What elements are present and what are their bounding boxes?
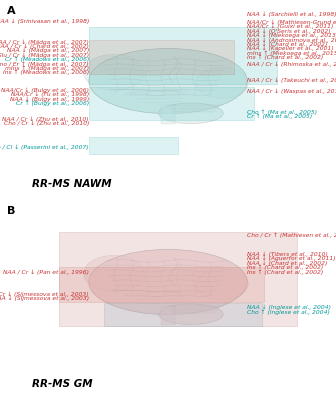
Text: Ins ↑ (Chard et al., 2002): Ins ↑ (Chard et al., 2002): [247, 269, 323, 275]
Text: NAA ↓ (Srinivasan et al., 1998): NAA ↓ (Srinivasan et al., 1998): [0, 18, 89, 24]
Text: Ins ↑ (Meadows et al., 2006): Ins ↑ (Meadows et al., 2006): [3, 70, 89, 76]
Ellipse shape: [84, 54, 144, 90]
Text: Cho ↑ (Inglese et al., 2004): Cho ↑ (Inglese et al., 2004): [247, 309, 330, 315]
Ellipse shape: [159, 304, 223, 324]
Bar: [89, 137, 178, 154]
Text: mIns ↑ (Miekoega et al., 2015): mIns ↑ (Miekoega et al., 2015): [247, 50, 336, 56]
Text: NAA ↓ (Tibers et al., 2010): NAA ↓ (Tibers et al., 2010): [247, 252, 328, 257]
Ellipse shape: [89, 250, 247, 314]
Text: NAA / Cr ↓ (Waspas et al., 2013): NAA / Cr ↓ (Waspas et al., 2013): [247, 89, 336, 94]
Text: NAA ↓ (O'Seris et al., 2002): NAA ↓ (O'Seris et al., 2002): [247, 28, 331, 34]
Text: Cr ↑ (Meadows et al., 2006): Cr ↑ (Meadows et al., 2006): [5, 57, 89, 62]
Text: NAA ↓ (Chard et al., 2002): NAA ↓ (Chard et al., 2002): [247, 42, 327, 47]
Text: NAA / Cr ↓ (Zhu et al., 2010): NAA / Cr ↓ (Zhu et al., 2010): [2, 116, 89, 122]
Polygon shape: [161, 306, 175, 326]
Text: NAA ↓ (Inglese et al., 2004): NAA ↓ (Inglese et al., 2004): [247, 305, 331, 310]
Text: mIno / Er ↑ (Mädga et al., 2007): mIno / Er ↑ (Mädga et al., 2007): [0, 61, 89, 67]
Text: NAA ↓ (Aguerfor et al., 2011): NAA ↓ (Aguerfor et al., 2011): [247, 256, 336, 262]
Text: NAA ↓ (Androsimova et al., 2002): NAA ↓ (Androsimova et al., 2002): [247, 37, 336, 43]
Text: RR-MS NAWM: RR-MS NAWM: [32, 179, 112, 189]
Text: Cr ↑ (Ma et al., 2005): Cr ↑ (Ma et al., 2005): [247, 114, 312, 119]
Ellipse shape: [196, 68, 248, 98]
Text: mIns ↑ (Mädga et al., 2007): mIns ↑ (Mädga et al., 2007): [5, 66, 89, 71]
Text: Ins ↑ (Chard et al., 2002): Ins ↑ (Chard et al., 2002): [247, 265, 323, 270]
Text: NAA ↓ (Bulgy et al., 1999): NAA ↓ (Bulgy et al., 1999): [10, 96, 89, 102]
Text: NAA / Cr ↓ (Rhimoska et al., 2002): NAA / Cr ↓ (Rhimoska et al., 2002): [247, 61, 336, 67]
Bar: [89, 27, 277, 84]
Text: Glu / Cr ↓ (Mädga et al., 2007): Glu / Cr ↓ (Mädga et al., 2007): [0, 52, 89, 58]
Ellipse shape: [196, 268, 248, 299]
Text: NAA/Cr ↓ (Fu et al., 1998): NAA/Cr ↓ (Fu et al., 1998): [11, 92, 89, 98]
Ellipse shape: [159, 103, 223, 124]
Text: NAA/Cr ↓ (Guixi et al., 2011): NAA/Cr ↓ (Guixi et al., 2011): [247, 24, 333, 30]
Text: RR-MS GM: RR-MS GM: [32, 379, 92, 389]
Text: NAA ↓ (Sarchielli et al., 1998): NAA ↓ (Sarchielli et al., 1998): [247, 11, 336, 17]
Text: A: A: [7, 6, 15, 16]
Ellipse shape: [84, 255, 144, 291]
Bar: [89, 87, 254, 120]
Text: Cho ↑ (Ma et al., 2005): Cho ↑ (Ma et al., 2005): [247, 109, 317, 115]
Text: NAA / Cr ↓ (Chard et al., 2002): NAA / Cr ↓ (Chard et al., 2002): [0, 44, 89, 49]
Ellipse shape: [89, 48, 247, 114]
Polygon shape: [161, 105, 175, 124]
Text: NAA/Cr ↓ (Bulgy et al., 2006): NAA/Cr ↓ (Bulgy et al., 2006): [1, 88, 89, 93]
Text: NAA ↓ (Chard et al., 2002): NAA ↓ (Chard et al., 2002): [247, 260, 327, 266]
Bar: [59, 267, 264, 302]
Text: NAA ↓ (Miekoega et al., 2013): NAA ↓ (Miekoega et al., 2013): [247, 33, 336, 38]
Text: NAA/Cr ↓ (Mathiesen-Grund et al., 2009): NAA/Cr ↓ (Mathiesen-Grund et al., 2009): [247, 20, 336, 25]
Text: NAA ↓ (Sijmessova et al., 2003): NAA ↓ (Sijmessova et al., 2003): [0, 296, 89, 302]
Text: Cho / Cr ↓ (Zhu et al., 2010): Cho / Cr ↓ (Zhu et al., 2010): [4, 121, 89, 126]
Text: NAA / Cr ↓ (Mädga et al., 2007): NAA / Cr ↓ (Mädga et al., 2007): [0, 39, 89, 45]
Text: NAA ↓ (Mädga et al., 2007): NAA ↓ (Mädga et al., 2007): [7, 48, 89, 54]
Text: B: B: [7, 206, 15, 216]
Text: Ins ↑ (Chard et al., 2002): Ins ↑ (Chard et al., 2002): [247, 55, 323, 60]
Bar: [104, 303, 262, 326]
Text: NAA / Cr ↓ (Pan et al., 1996): NAA / Cr ↓ (Pan et al., 1996): [3, 270, 89, 275]
Text: Cr ↑ (Bulgy et al., 2006): Cr ↑ (Bulgy et al., 2006): [16, 101, 89, 106]
Bar: [59, 232, 297, 326]
Text: Cho / Cr ↑ (Mathiesen et al., 2009): Cho / Cr ↑ (Mathiesen et al., 2009): [247, 233, 336, 238]
Bar: [89, 40, 234, 74]
Text: NAA / Cr ↓ (Sijmessova et al., 2003): NAA / Cr ↓ (Sijmessova et al., 2003): [0, 292, 89, 297]
Text: NAA / Cr ↓ (Takeuchi et al., 2017): NAA / Cr ↓ (Takeuchi et al., 2017): [247, 77, 336, 83]
Text: Cho / Cl ↓ (Passerini et al., 2007): Cho / Cl ↓ (Passerini et al., 2007): [0, 145, 89, 150]
Text: NAA ↓ (Kapeller et al., 2001): NAA ↓ (Kapeller et al., 2001): [247, 46, 334, 52]
